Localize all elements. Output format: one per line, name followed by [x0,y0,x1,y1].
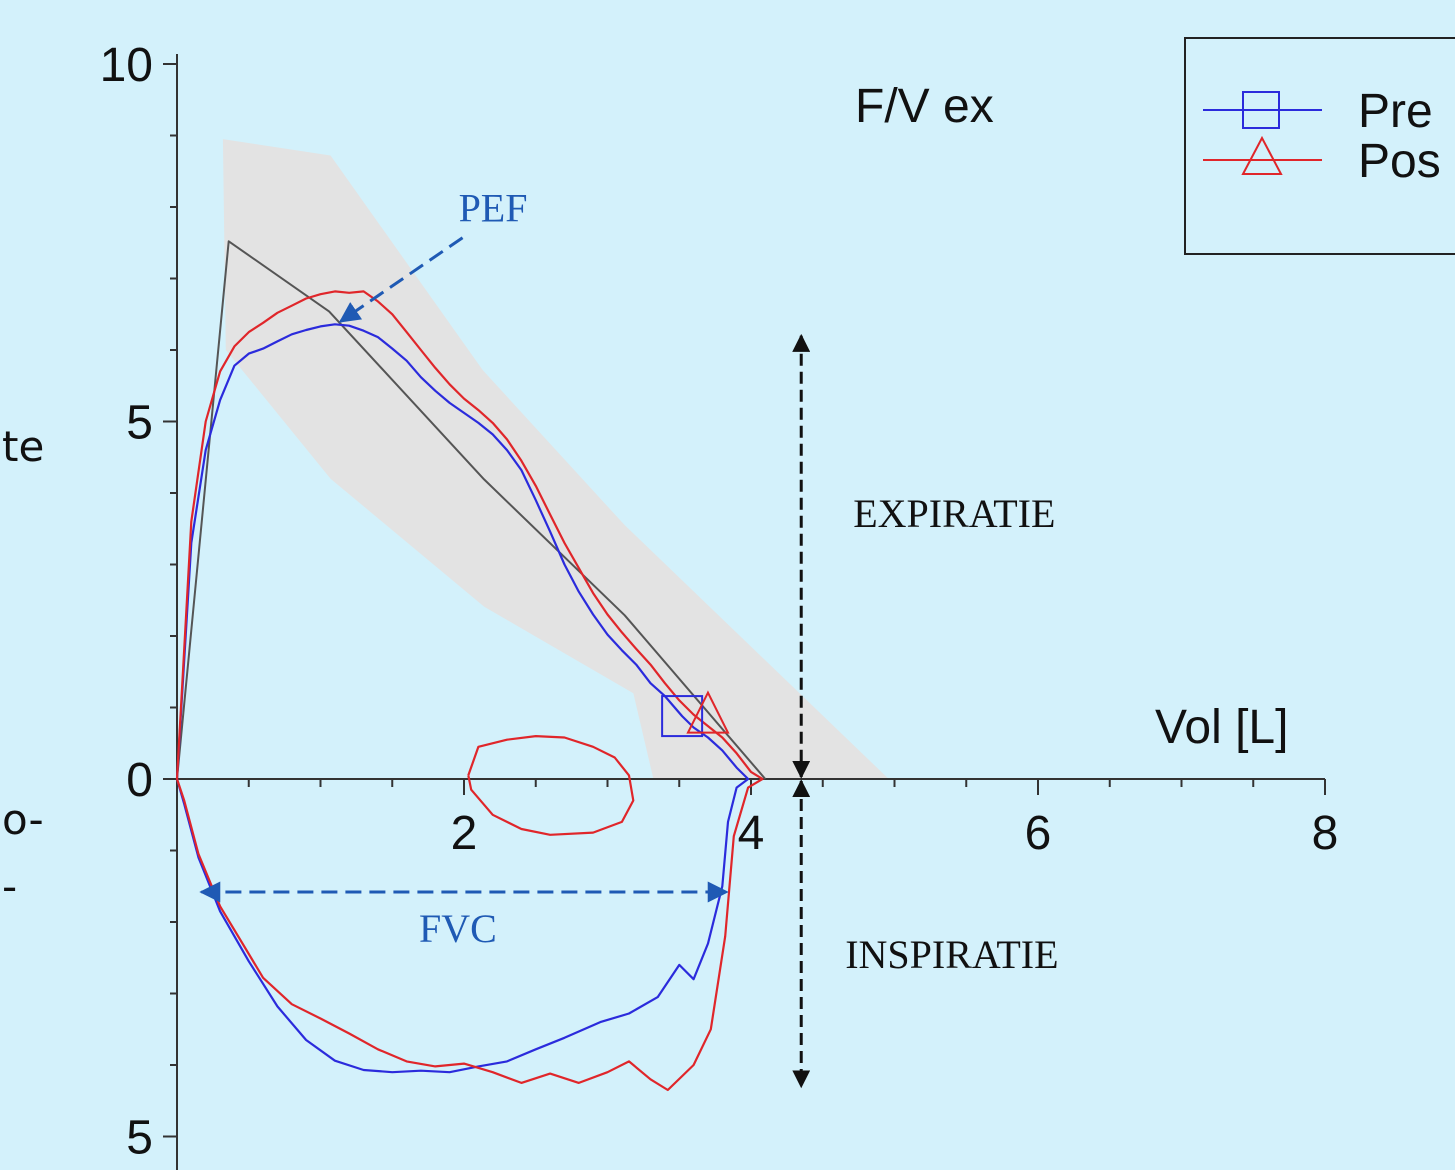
x-tick-label: 8 [1312,807,1339,860]
side-fragment-3: - [2,862,18,911]
marker-layer [661,690,730,738]
legend-label: Pos [1358,135,1441,188]
series-pos-line [175,290,764,1092]
legend-triangle-icon [1241,135,1283,175]
chart-title: F/V ex [855,80,994,133]
y-tick-label: 10 [100,39,153,92]
axes: 10 5 0 5 2 4 6 8 [100,39,1339,1170]
x-tick-label: 2 [451,807,478,860]
expiration-label: EXPIRATIE [853,491,1055,536]
y-tick-label: 5 [126,397,153,450]
series-layer [175,240,767,1092]
side-fragment-2: o- [2,795,44,844]
legend-label: Pre [1358,85,1433,138]
series-pre-line [175,323,750,1074]
pre-marker-square [661,695,704,738]
legend-square-icon [1242,91,1280,129]
pef-arrow [338,236,464,323]
fvc-label: FVC [419,906,497,951]
predicted-line-line [176,240,767,780]
inspiration-label: INSPIRATIE [845,932,1058,977]
side-fragment-1: te [2,422,45,471]
legend-box [1184,37,1455,255]
pef-label: PEF [459,186,528,231]
x-tick-label: 6 [1025,807,1052,860]
post-marker-triangle [686,690,730,734]
x-axis-label: Vol [L] [1155,701,1288,754]
x-tick-label: 4 [738,807,765,860]
y-tick-label: 0 [126,754,153,807]
post-secondary-loop-line [467,735,635,836]
y-tick-label: 5 [126,1112,153,1165]
predicted-range-band [222,139,889,779]
